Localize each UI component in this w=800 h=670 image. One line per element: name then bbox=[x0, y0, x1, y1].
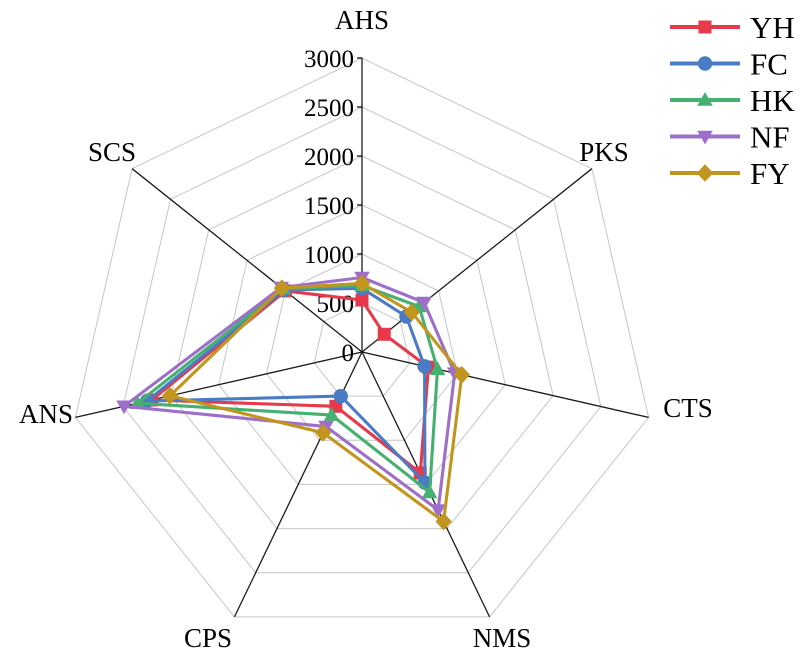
FY-marker-NMS bbox=[435, 512, 452, 531]
FY-marker-ANS bbox=[161, 387, 179, 405]
legend-marker-FC bbox=[697, 56, 713, 71]
legend-label-FC: FC bbox=[750, 47, 788, 82]
grid-ring-1500 bbox=[218, 204, 506, 485]
grid-ring-2500 bbox=[122, 106, 602, 574]
axis-label-NMS: NMS bbox=[473, 623, 532, 653]
grid-ring-2000 bbox=[170, 155, 554, 530]
legend-item-YH: YH bbox=[670, 10, 795, 45]
NF-marker-ANS bbox=[116, 400, 132, 415]
axis-label-CTS: CTS bbox=[663, 393, 713, 423]
legend-item-FY: FY bbox=[670, 156, 790, 191]
HK-marker-CPS bbox=[323, 407, 340, 421]
HK-marker-NMS bbox=[421, 484, 438, 499]
legend-item-NF: NF bbox=[670, 120, 790, 155]
axis-spoke-SCS bbox=[131, 168, 363, 353]
radial-tick-label-1500: 1500 bbox=[304, 193, 354, 220]
HK-marker-ANS bbox=[129, 395, 146, 410]
radial-tick-label-3000: 3000 bbox=[304, 46, 354, 73]
HK-marker-CTS bbox=[429, 361, 446, 376]
axis-label-ANS: ANS bbox=[19, 399, 73, 429]
YH-marker-AHS bbox=[355, 293, 369, 307]
grid-ring-500 bbox=[313, 302, 411, 397]
legend-item-HK: HK bbox=[670, 83, 795, 118]
radial-tick-label-2000: 2000 bbox=[304, 144, 354, 171]
FY-marker-CTS bbox=[453, 365, 471, 384]
legend-label-YH: YH bbox=[750, 10, 795, 45]
radial-tick-label-0: 0 bbox=[342, 340, 355, 367]
legend-marker-YH bbox=[698, 20, 712, 34]
FC-marker-CTS bbox=[417, 359, 432, 374]
NF-marker-PKS bbox=[416, 296, 432, 311]
legend-marker-NF bbox=[697, 130, 713, 145]
legend-label-NF: NF bbox=[750, 120, 790, 155]
legend-label-FY: FY bbox=[750, 156, 790, 191]
NF-marker-NMS bbox=[430, 504, 446, 519]
legend-marker-HK bbox=[697, 92, 713, 106]
FC-marker-CPS bbox=[333, 388, 348, 404]
radial-tick-label-2500: 2500 bbox=[304, 95, 354, 122]
series-FY-polygon bbox=[168, 281, 464, 524]
FY-marker-CPS bbox=[314, 423, 332, 442]
FY-marker-PKS bbox=[403, 303, 421, 322]
legend-label-HK: HK bbox=[750, 83, 795, 118]
axis-label-PKS: PKS bbox=[579, 137, 629, 167]
grid-ring-3000 bbox=[74, 57, 650, 618]
FY-marker-AHS bbox=[353, 274, 371, 293]
axis-spoke-CTS bbox=[361, 351, 649, 419]
YH-marker-PKS bbox=[377, 327, 391, 341]
legend-item-FC: FC bbox=[670, 47, 788, 82]
series-YH-polygon bbox=[150, 289, 430, 475]
axis-label-SCS: SCS bbox=[88, 137, 136, 167]
radial-tick-label-1000: 1000 bbox=[304, 242, 354, 269]
legend-marker-FY bbox=[696, 164, 714, 182]
axis-label-AHS: AHS bbox=[335, 5, 389, 35]
series-NF-polygon bbox=[122, 275, 457, 512]
axis-spoke-PKS bbox=[361, 168, 593, 353]
axis-label-CPS: CPS bbox=[184, 623, 232, 653]
series-HK-polygon bbox=[135, 283, 440, 494]
FY-marker-SCS bbox=[273, 279, 291, 297]
